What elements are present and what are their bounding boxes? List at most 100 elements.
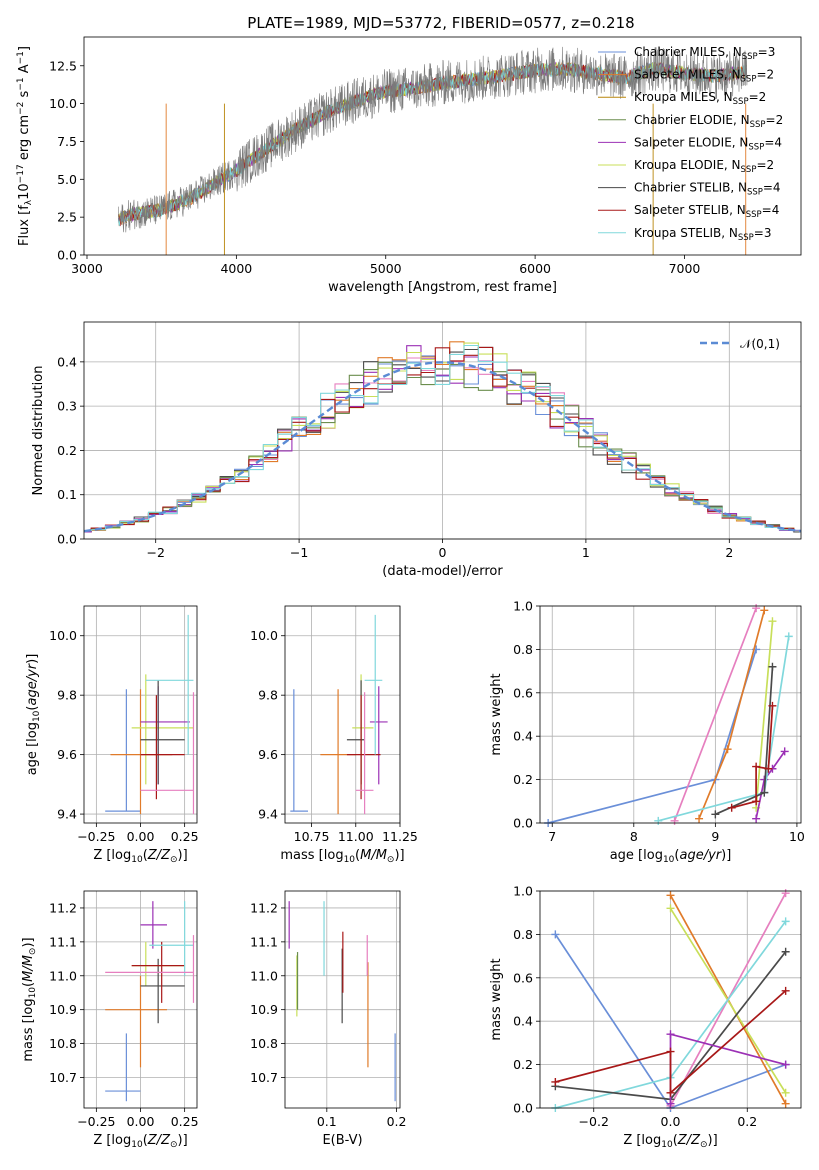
weight-marker: [752, 797, 761, 806]
y-tick-label: 0.8: [513, 927, 533, 942]
age_vs_Z-frame: [83, 605, 198, 824]
mass_vs_Z-axes: −0.25 0.00 0.25 10.7 10.8 10.9 11.0 11.1 11.2: [49, 891, 199, 1129]
weight_vs_age-frame: [539, 605, 802, 824]
y-tick-label: 0.4: [513, 729, 533, 744]
weight-marker: [654, 816, 663, 825]
y-tick-label: 7.5: [57, 134, 77, 149]
mass_vs_ebv-axes: 0.1 0.2 10.7 10.8 10.9 11.0 11.1 11.2: [250, 891, 406, 1129]
weight-marker: [781, 889, 790, 898]
residual-histogram: [84, 361, 801, 532]
y-tick-label: 11.0: [49, 968, 77, 983]
spectrum-legend: Chabrier MILES, NSSP=3 Salpeter MILES, NS…: [598, 45, 783, 243]
x-tick-label: −0.2: [579, 1114, 609, 1129]
x-tick-label: 10: [789, 829, 805, 844]
y-tick-label: 10.9: [250, 1002, 278, 1017]
legend-entry: Kroupa STELIB, NSSP=3: [634, 226, 772, 243]
weight-series-line: [555, 990, 787, 1095]
y-tick-label: 1.0: [513, 599, 533, 614]
age_vs_Z-ylabel: age [log10(age/yr)]: [25, 654, 42, 776]
y-tick-label: 0.0: [513, 1101, 533, 1116]
y-tick-label: 10.8: [49, 1036, 77, 1051]
x-tick-label: 11.00: [338, 829, 374, 844]
weight-marker: [781, 1088, 790, 1097]
age_vs_Z-axes: −0.25 0.00 0.25 9.4 9.6 9.8 10.0: [49, 606, 199, 844]
weight_vs_Z-frame: [539, 890, 802, 1109]
x-tick-label: 0.00: [127, 829, 155, 844]
x-tick-label: 0.00: [127, 1114, 155, 1129]
spectrum-ylabel: Flux [fλ10−17 erg cm−2 s−1 A−1]: [16, 46, 34, 246]
x-tick-label: 2: [725, 545, 733, 560]
residuals-axes: −2 −1 0 1 2 0.0 0.1 0.2 0.3 0.4: [57, 322, 801, 560]
y-tick-label: 0.0: [57, 248, 77, 263]
weight-marker: [695, 814, 704, 823]
weight-marker: [781, 917, 790, 926]
x-tick-label: −0.25: [77, 829, 115, 844]
y-tick-label: 10.7: [49, 1070, 77, 1085]
weight-marker: [666, 1088, 675, 1097]
y-tick-label: 0.0: [513, 816, 533, 831]
y-tick-label: 0.3: [57, 399, 77, 414]
weight-marker: [723, 745, 732, 754]
age_vs_mass-plot-area: [290, 614, 388, 815]
weight_vs_age-plot-area: [544, 604, 793, 827]
y-tick-label: 10.8: [250, 1036, 278, 1051]
age_vs_mass-axes: 10.75 11.00 11.25 9.4 9.6 9.8 10.0: [250, 606, 418, 844]
weight-marker: [551, 930, 560, 939]
residual-legend: 𝒩(0,1): [700, 337, 780, 351]
residuals-ylabel: Normed distribution: [31, 366, 46, 496]
y-tick-label: 11.1: [49, 934, 77, 949]
mass_vs_ebv-xlabel: E(B-V): [322, 1133, 362, 1148]
y-tick-label: 10.9: [49, 1002, 77, 1017]
legend-entry: Kroupa MILES, NSSP=2: [634, 90, 766, 107]
weight-series-line: [755, 750, 786, 819]
x-tick-label: 0.2: [737, 1114, 757, 1129]
weight-marker: [760, 606, 769, 615]
residual-histogram: [84, 344, 801, 532]
legend-entry: Chabrier STELIB, NSSP=4: [634, 181, 781, 198]
x-tick-label: −0.25: [77, 1114, 115, 1129]
age_vs_Z-plot-area: [105, 614, 195, 815]
y-tick-label: 0.0: [57, 532, 77, 547]
gaussian-curve: [84, 361, 801, 533]
x-tick-label: 11.25: [382, 829, 418, 844]
y-tick-label: 9.8: [57, 688, 77, 703]
mass_vs_Z-plot-area: [105, 901, 195, 1102]
y-tick-label: 5.0: [57, 172, 77, 187]
y-tick-label: 9.6: [57, 747, 77, 762]
legend-entry: Chabrier ELODIE, NSSP=2: [634, 113, 783, 130]
spectrum-plot-area: [117, 46, 748, 255]
legend-entry: Salpeter MILES, NSSP=2: [634, 68, 774, 85]
y-tick-label: 11.2: [250, 900, 278, 915]
x-tick-label: 7000: [669, 261, 701, 276]
weight-marker: [784, 632, 793, 641]
data-spectrum-line: [118, 46, 748, 233]
weight-marker: [781, 947, 790, 956]
weight_vs_age-xlabel: age [log10(age/yr)]: [610, 848, 732, 865]
x-tick-label: 5000: [370, 261, 402, 276]
y-tick-label: 2.5: [57, 210, 77, 225]
weight-marker: [781, 986, 790, 995]
weight-marker: [666, 1047, 675, 1056]
x-tick-label: 0: [439, 545, 447, 560]
weight-marker: [666, 904, 675, 913]
x-tick-label: 7: [548, 829, 556, 844]
y-tick-label: 10.7: [250, 1070, 278, 1085]
y-tick-label: 0.4: [513, 1014, 533, 1029]
spectrum-frame: [83, 36, 802, 256]
weight-marker: [666, 1030, 675, 1039]
legend-entry: Chabrier MILES, NSSP=3: [634, 45, 775, 62]
weight-marker: [764, 764, 773, 773]
y-tick-label: 9.4: [57, 807, 77, 822]
y-tick-label: 9.4: [258, 807, 278, 822]
weight_vs_Z-xlabel: Z [log10(Z/Z⊙)]: [623, 1133, 717, 1150]
weight_vs_Z-ylabel: mass weight: [489, 958, 504, 1040]
weight_vs_age-ylabel: mass weight: [489, 673, 504, 755]
y-tick-label: 12.5: [49, 58, 77, 73]
weight_vs_age-axes: 7 8 9 10 0.0 0.2 0.4 0.6 0.8 1.0: [513, 599, 805, 845]
residuals-frame: [83, 321, 802, 540]
y-tick-label: 10.0: [250, 628, 278, 643]
residual-histogram: [84, 346, 801, 532]
y-tick-label: 1.0: [513, 884, 533, 899]
weight-marker: [711, 810, 720, 819]
x-tick-label: −2: [146, 545, 164, 560]
